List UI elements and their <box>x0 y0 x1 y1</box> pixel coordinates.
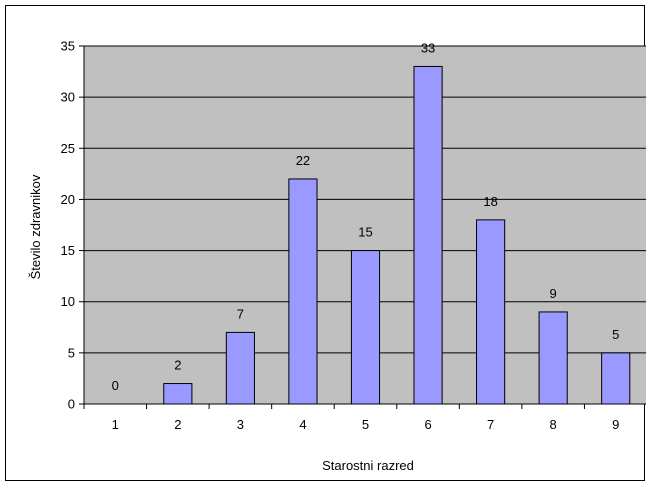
x-tick-label: 4 <box>299 417 306 432</box>
axes <box>79 45 646 409</box>
data-label: 0 <box>112 378 119 393</box>
y-tick-label: 0 <box>68 397 75 412</box>
x-tick-label: 7 <box>487 417 494 432</box>
data-labels: 0 2 7 22 15 33 18 9 5 <box>112 40 620 393</box>
y-axis-title: Število zdravnikov <box>28 174 43 279</box>
data-label: 5 <box>612 327 619 342</box>
x-tick-label: 1 <box>112 417 119 432</box>
data-label: 2 <box>174 358 181 373</box>
x-tick-label: 5 <box>362 417 369 432</box>
bar <box>350 250 381 405</box>
y-tick-label: 35 <box>61 39 75 54</box>
bar <box>288 178 318 405</box>
bar <box>225 331 255 405</box>
x-tick-label: 6 <box>424 417 431 432</box>
y-tick-labels: 0 5 10 15 20 25 30 35 <box>61 39 75 412</box>
data-label: 33 <box>421 40 435 55</box>
bar <box>413 65 443 405</box>
bar <box>538 311 568 405</box>
y-tick-label: 15 <box>61 243 75 258</box>
bar-chart: 0 5 10 15 20 25 30 35 1 2 3 4 5 6 7 8 9 0 2 7 22 15 33 18 9 5 Š… <box>28 39 646 473</box>
data-label: 22 <box>296 153 310 168</box>
bars <box>163 65 631 405</box>
chart-frame: 0 5 10 15 20 25 30 35 1 2 3 4 5 6 7 8 9 0 2 7 22 15 33 18 9 5 Š… <box>5 5 646 481</box>
x-tick-labels: 1 2 3 4 5 6 7 8 9 <box>112 417 620 432</box>
x-tick-label: 8 <box>550 417 557 432</box>
x-tick-label: 3 <box>237 417 244 432</box>
y-tick-label: 30 <box>61 90 75 105</box>
data-label: 7 <box>237 306 244 321</box>
x-tick-label: 9 <box>612 417 619 432</box>
data-label: 9 <box>550 286 557 301</box>
x-axis-title: Starostni razred <box>322 458 414 473</box>
bar <box>476 219 506 405</box>
bar <box>163 383 193 405</box>
y-tick-label: 10 <box>61 294 75 309</box>
x-tick-label: 2 <box>174 417 181 432</box>
y-tick-label: 25 <box>61 141 75 156</box>
data-label: 18 <box>483 194 497 209</box>
data-label: 15 <box>358 225 372 240</box>
bar <box>601 352 631 405</box>
y-tick-label: 20 <box>61 192 75 207</box>
y-tick-label: 5 <box>68 345 75 360</box>
